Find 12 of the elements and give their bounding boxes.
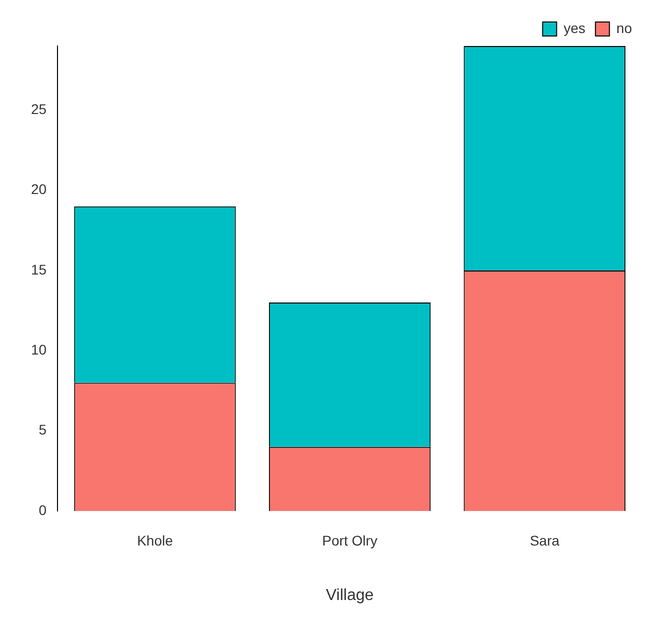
y-tick-label: 15 [30,261,47,278]
y-tick-label: 20 [30,181,47,198]
y-tick-label: 5 [38,422,47,438]
x-tick-label: Khole [137,532,174,548]
legend-label: yes [564,20,586,36]
x-tick-label: Port Olry [322,532,378,548]
y-tick-label: 10 [30,342,47,358]
legend-label: no [616,20,632,36]
y-tick-label: 25 [30,100,47,117]
y-tick-label: 0 [38,502,47,518]
x-axis-title: Village [326,586,374,604]
x-tick-label: Sara [530,532,560,548]
